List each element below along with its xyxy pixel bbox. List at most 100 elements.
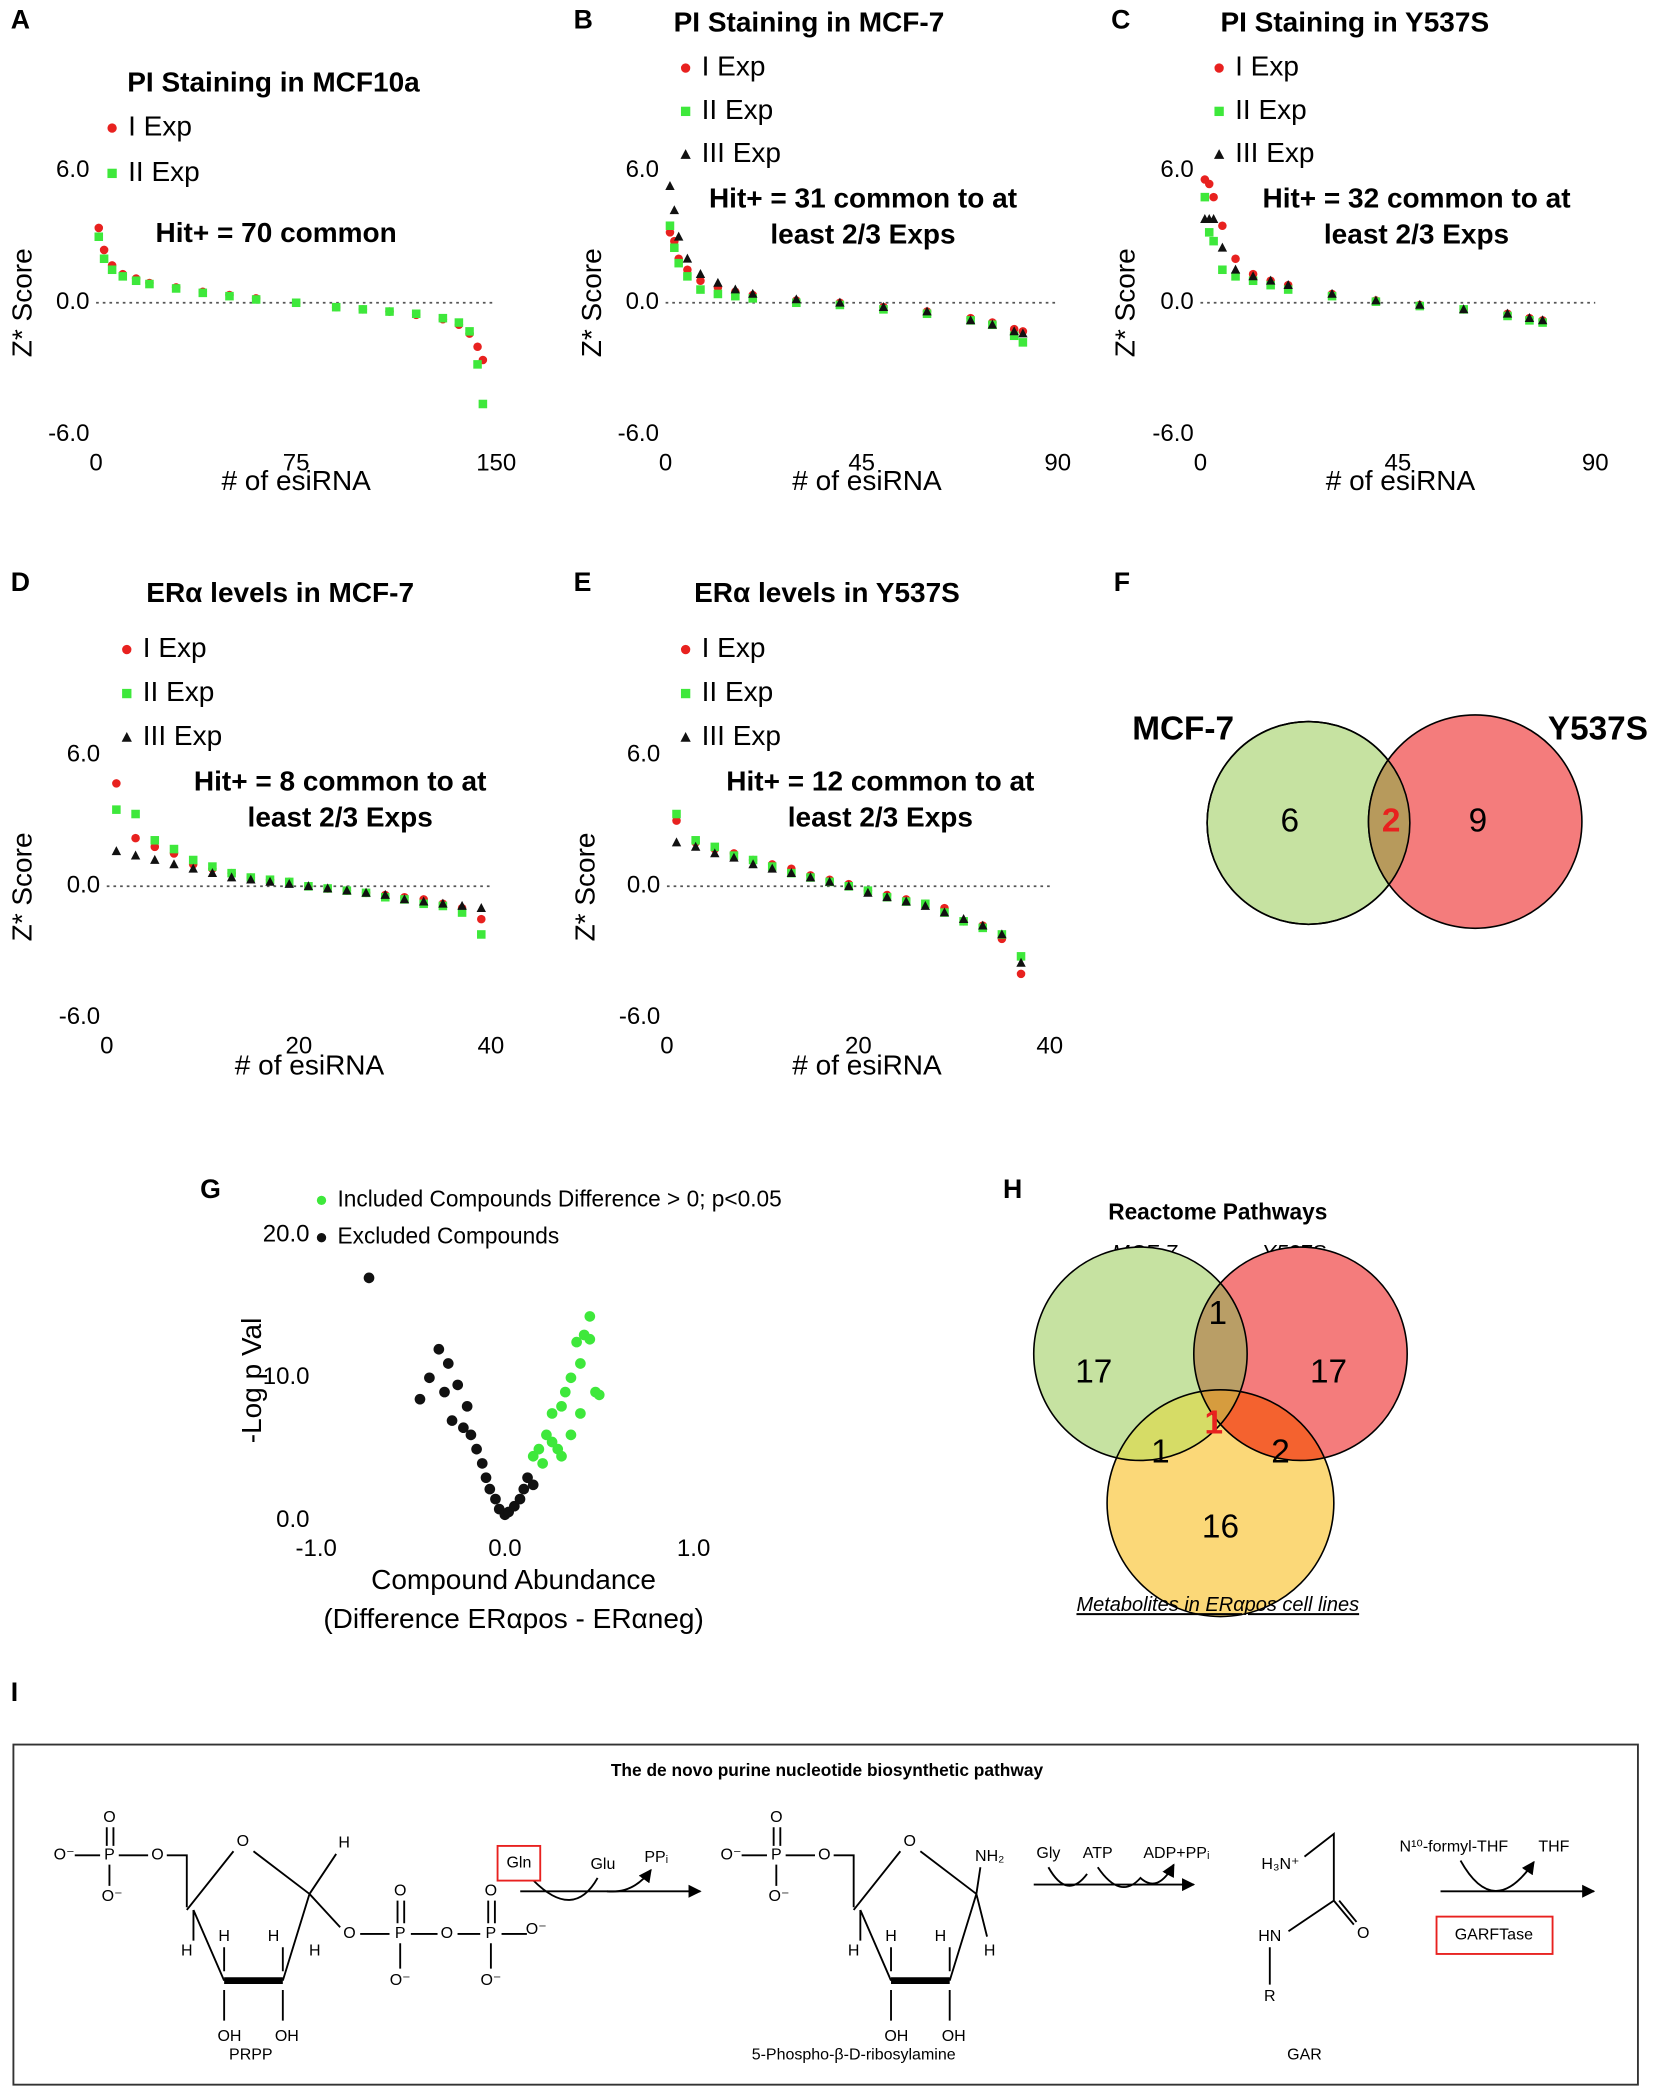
reagent: ATP	[1083, 1845, 1113, 1862]
point	[527, 1479, 539, 1491]
point	[665, 228, 675, 237]
y-axis-label: Z* Score	[1109, 248, 1140, 357]
atom-label: H	[309, 1943, 321, 1960]
point	[691, 836, 700, 845]
y-tick-label: 0.0	[67, 872, 100, 899]
reagent: Gln	[506, 1854, 531, 1871]
point	[1502, 308, 1513, 318]
venn-f: F MCF-7 Y537S 6 2 9	[1114, 567, 1648, 930]
point	[94, 223, 104, 233]
x-tick-label: 0	[1194, 449, 1207, 476]
x-axis-label: # of esiRNA	[792, 1049, 942, 1080]
point	[690, 841, 701, 851]
point	[546, 1408, 558, 1419]
point	[901, 896, 911, 906]
point	[342, 885, 352, 895]
atom-label: O	[1357, 1925, 1369, 1942]
compound-name: 5-Phospho-β-D-ribosylamine	[752, 2047, 956, 2064]
region-count: 9	[1469, 803, 1488, 840]
point	[672, 809, 681, 819]
point	[1217, 242, 1228, 252]
point	[322, 883, 333, 893]
point	[94, 232, 104, 242]
chart-title: ERα levels in Y537S	[694, 577, 960, 608]
point	[791, 294, 802, 304]
point	[710, 842, 720, 852]
point	[1231, 272, 1240, 281]
y-tick-label: 6.0	[627, 740, 660, 767]
point	[1016, 969, 1026, 979]
point	[1458, 304, 1469, 314]
y-tick-label: -6.0	[59, 1003, 100, 1030]
region-count: 16	[1202, 1508, 1239, 1545]
atom-label: O	[818, 1846, 830, 1863]
point	[533, 1443, 545, 1455]
point	[1371, 295, 1381, 305]
point	[477, 914, 486, 924]
point	[363, 1272, 375, 1284]
point	[729, 852, 739, 862]
point	[1537, 315, 1548, 325]
point	[1018, 338, 1028, 347]
compound-name: PRPP	[229, 2047, 273, 2064]
legend-marker	[122, 644, 132, 655]
region-count: 1	[1205, 1404, 1224, 1441]
point	[671, 837, 682, 847]
point	[922, 306, 932, 316]
point	[673, 231, 684, 241]
legend-marker	[121, 731, 132, 742]
point	[1208, 214, 1219, 223]
point	[696, 276, 705, 286]
x-tick-label: 20	[845, 1032, 872, 1059]
set-label: Y537S	[1548, 711, 1648, 748]
point	[480, 1472, 492, 1484]
atom-label: O	[151, 1846, 163, 1863]
point	[484, 1483, 496, 1495]
legend-marker	[316, 1195, 327, 1206]
chart-title: PI Staining in MCF10a	[127, 66, 420, 97]
chart-title: PI Staining in MCF-7	[674, 6, 945, 37]
point	[477, 930, 486, 939]
point	[188, 855, 198, 865]
point	[99, 245, 109, 255]
point	[442, 1358, 454, 1369]
point	[767, 863, 777, 873]
pathway: I The de novo purine nucleotide biosynth…	[11, 1677, 1639, 2086]
point	[575, 1358, 586, 1369]
point	[1016, 957, 1026, 967]
point	[1266, 280, 1275, 290]
point	[571, 1336, 582, 1348]
atom-label: O⁻	[102, 1888, 123, 1905]
point	[358, 305, 368, 314]
point	[169, 844, 179, 854]
x-tick-label: -1.0	[295, 1535, 336, 1562]
point	[303, 881, 314, 891]
point	[518, 1483, 530, 1495]
point	[465, 327, 474, 336]
point	[584, 1333, 596, 1345]
point	[805, 872, 816, 882]
point	[786, 868, 797, 877]
y-axis-label: -Log p Val	[236, 1318, 267, 1444]
point	[438, 313, 448, 323]
legend-label: II Exp	[143, 676, 215, 707]
x-axis-label: Compound Abundance	[371, 1564, 656, 1595]
point	[1248, 276, 1258, 286]
point	[331, 302, 341, 312]
y-tick-label: 6.0	[626, 156, 659, 183]
point	[225, 291, 234, 301]
x-axis-label: # of esiRNA	[1326, 465, 1476, 496]
atom-label: O	[903, 1833, 915, 1850]
point	[748, 288, 758, 298]
atom-label: H	[984, 1943, 996, 1960]
point	[1248, 271, 1258, 281]
set-label: Metabolites in ERαpos cell lines	[1076, 1594, 1359, 1616]
panel-letter: F	[1114, 567, 1130, 597]
annotation: least 2/3 Exps	[788, 801, 973, 832]
point	[399, 894, 410, 904]
reagent: Gly	[1036, 1845, 1060, 1862]
legend-label: II Exp	[702, 94, 774, 125]
point	[920, 900, 931, 910]
point	[863, 887, 873, 897]
atom-label: O	[394, 1882, 406, 1899]
